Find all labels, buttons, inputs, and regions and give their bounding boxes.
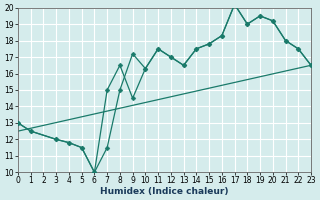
X-axis label: Humidex (Indice chaleur): Humidex (Indice chaleur) <box>100 187 229 196</box>
